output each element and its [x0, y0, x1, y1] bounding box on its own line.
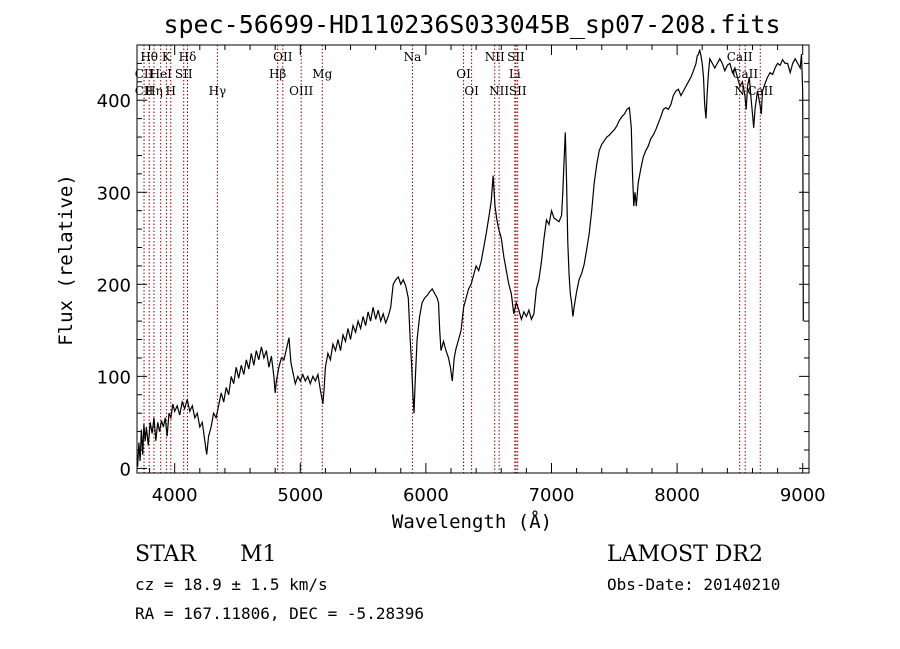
- line-label: Hβ: [269, 67, 286, 81]
- line-label: CaII: [732, 67, 758, 81]
- spectral-line-markers: [143, 45, 761, 473]
- y-tick-label: 100: [97, 367, 131, 388]
- spectrum-line: [136, 49, 804, 467]
- line-label: SII: [175, 67, 193, 81]
- x-tick-label: 5000: [277, 485, 323, 506]
- x-axis-ticks: 4000 5000 6000 7000 8000 9000: [149, 45, 826, 506]
- line-label: CaII: [747, 84, 773, 98]
- line-label: CII: [135, 67, 154, 81]
- line-label: Mg: [312, 67, 332, 81]
- line-label: K: [162, 50, 172, 64]
- survey-name: LAMOST DR2: [607, 542, 763, 567]
- line-label: Hγ: [209, 84, 227, 98]
- line-label: OII: [273, 50, 293, 64]
- line-label: Hθ: [140, 50, 158, 64]
- plot-frame: [136, 44, 810, 474]
- y-axis-label: Flux (relative): [55, 174, 77, 346]
- y-axis-ticks: 0 100 200 300 400: [97, 62, 809, 480]
- x-tick-label: 9000: [780, 485, 826, 506]
- x-tick-label: 7000: [529, 485, 575, 506]
- line-label: NII: [489, 84, 509, 98]
- line-label: OI: [464, 84, 479, 98]
- line-label: SII: [507, 50, 525, 64]
- line-label: Hη: [145, 84, 163, 98]
- coordinates: RA = 167.11806, DEC = -5.28396: [135, 604, 424, 623]
- x-tick-label: 6000: [403, 485, 449, 506]
- y-tick-label: 200: [97, 275, 131, 296]
- line-label: Hδ: [179, 50, 197, 64]
- line-label: OI: [456, 67, 471, 81]
- x-axis-label: Wavelength (Å): [392, 510, 552, 533]
- chart-title: spec-56699-HD110236S033045B_sp07-208.fit…: [163, 10, 780, 39]
- line-label: N: [734, 84, 745, 98]
- y-tick-label: 0: [120, 459, 131, 480]
- line-label: CaII: [727, 50, 753, 64]
- obs-date: Obs-Date: 20140210: [607, 575, 780, 594]
- line-label: HeI: [150, 67, 173, 81]
- line-label: CII: [135, 84, 154, 98]
- y-tick-label: 400: [97, 91, 131, 112]
- object-class: STAR: [135, 542, 197, 567]
- line-label: SII: [509, 84, 527, 98]
- y-tick-label: 300: [97, 183, 131, 204]
- x-tick-label: 8000: [654, 485, 700, 506]
- line-label: NII: [485, 50, 505, 64]
- line-label: Li: [509, 67, 521, 81]
- line-label: H: [166, 84, 176, 98]
- redshift-cz: cz = 18.9 ± 1.5 km/s: [135, 575, 328, 594]
- line-label: OIII: [289, 84, 313, 98]
- line-label: Na: [404, 50, 422, 64]
- x-tick-label: 4000: [152, 485, 198, 506]
- object-subclass: M1: [240, 542, 277, 567]
